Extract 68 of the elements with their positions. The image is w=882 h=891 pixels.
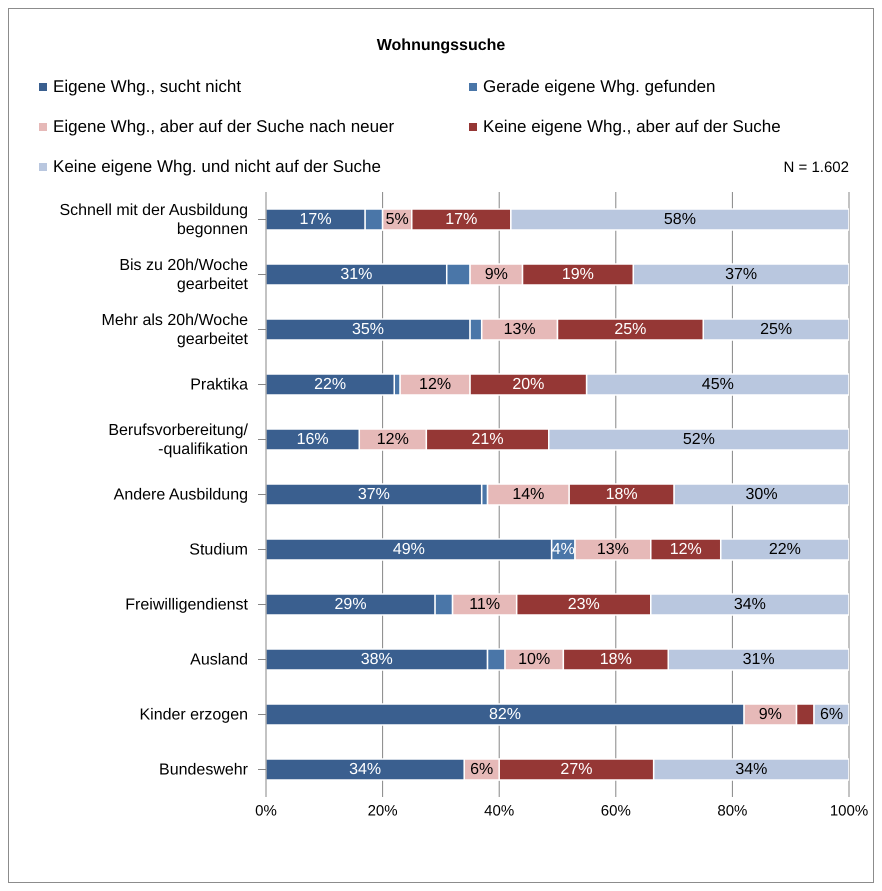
data-label: 37% [358, 486, 390, 503]
x-tick-label: 20% [368, 802, 398, 820]
legend-label: Eigene Whg., sucht nicht [53, 77, 242, 97]
data-label: 25% [614, 321, 646, 338]
legend-label: Eigene Whg., aber auf der Suche nach neuer [53, 117, 394, 137]
chart-title: Wohnungssuche [376, 37, 506, 55]
data-label: 49% [392, 541, 425, 558]
y-tick-label: Studium [189, 541, 248, 558]
data-label: 45% [702, 376, 734, 393]
data-label: 18% [600, 651, 632, 668]
data-label: 20% [512, 376, 544, 393]
data-label: 10% [518, 651, 550, 668]
x-tick-label: 40% [484, 802, 514, 820]
x-tick-label: 80% [717, 802, 748, 820]
data-label: 31% [742, 651, 775, 668]
data-label: 21% [472, 431, 504, 448]
data-label: 11% [469, 596, 500, 613]
legend-label: Keine eigene Whg. und nicht auf der Suche [53, 157, 381, 177]
data-label: 29% [334, 596, 367, 613]
data-label: 5% [386, 211, 409, 228]
data-label: 38% [360, 651, 393, 668]
x-tick-label: 60% [600, 802, 631, 820]
y-tick-label: Andere Ausbildung [114, 486, 248, 503]
data-label: 34% [735, 761, 768, 778]
data-label: 27% [560, 761, 592, 778]
data-label: 30% [746, 486, 778, 503]
data-label: 17% [300, 211, 332, 228]
data-label: 6% [470, 761, 494, 778]
y-tick-label: Freiwilligendienst [125, 596, 249, 613]
data-label: 9% [484, 266, 508, 283]
y-tick-label: Bis zu 20h/Woche gearbeitet [119, 256, 249, 292]
bar [266, 373, 396, 396]
data-label: 14% [512, 486, 544, 503]
y-tick-label: Kinder erzogen [139, 706, 248, 723]
y-tick-label: Berufsvorbereitung/-qualifikation [108, 422, 249, 458]
data-label: 12% [376, 431, 409, 448]
data-label: 12% [670, 541, 702, 558]
data-label: 31% [340, 266, 372, 283]
data-label: 82% [489, 706, 522, 723]
data-label: 9% [758, 706, 782, 723]
data-label: 13% [504, 321, 536, 338]
data-label: 22% [314, 376, 346, 393]
data-label: 52% [682, 431, 715, 448]
data-label: 35% [352, 321, 384, 338]
data-label: 19% [562, 266, 594, 283]
x-tick-label: 100% [830, 802, 868, 820]
data-label: 58% [664, 211, 696, 228]
data-label: 22% [768, 541, 801, 558]
y-tick-label: Mehr als 20h/Woche gearbeitet [102, 312, 249, 348]
legend-label: Gerade eigene Whg. gefunden [483, 77, 716, 97]
data-label: 6% [820, 706, 844, 723]
data-label: 13% [596, 541, 629, 558]
data-label: 34% [734, 596, 766, 613]
y-tick-label: Bundeswehr [159, 761, 249, 778]
legend-label: Keine eigene Whg., aber auf der Suche [483, 117, 781, 137]
data-label: 17% [445, 211, 478, 228]
data-label: 23% [568, 596, 600, 613]
text: N = 1.602 [782, 158, 850, 176]
data-label: 37% [725, 266, 758, 283]
y-tick-label: Praktika [190, 376, 248, 393]
y-tick-label: Schnell mit der Ausbildung begonnen [59, 202, 248, 238]
y-tick-label: Ausland [190, 651, 248, 668]
data-label: 25% [760, 321, 792, 338]
data-label: 16% [296, 431, 329, 448]
data-label: 18% [606, 486, 638, 503]
data-label: 12% [419, 376, 452, 393]
x-tick-label: 0% [255, 802, 277, 820]
data-label: 34% [349, 761, 382, 778]
